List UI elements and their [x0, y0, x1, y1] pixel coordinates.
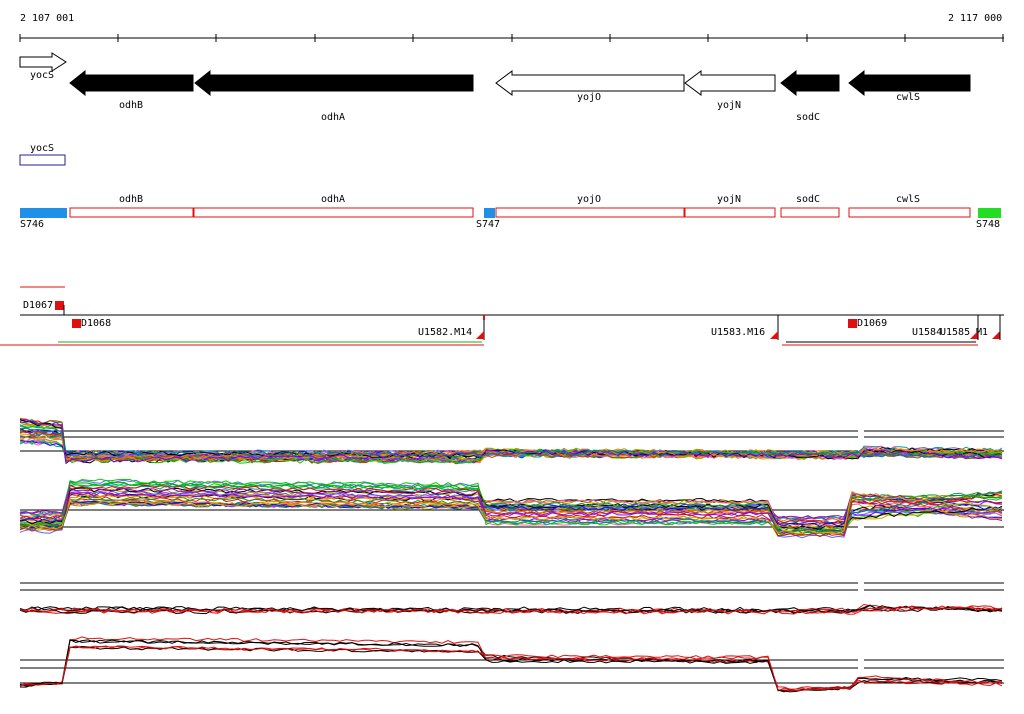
gene-arrow-odhB	[69, 69, 194, 97]
segment-label-sodC: sodC	[795, 194, 821, 205]
expression-profile-line	[19, 493, 1003, 527]
site-label-S746: S746	[20, 219, 45, 230]
expression-profile-line	[19, 420, 1003, 464]
gene-label-yojN: yojN	[716, 100, 742, 111]
gene-arrow-yocS	[19, 52, 67, 72]
transcript-label-D1068: D1068	[81, 318, 112, 329]
expression-profile-line	[19, 645, 1003, 692]
gene-arrow-yojO	[495, 70, 685, 96]
other-strand-label-yocS: yocS	[29, 143, 55, 154]
segment-box-odhA	[193, 207, 474, 218]
transcript-label-D1067: D1067	[23, 300, 54, 311]
transcript-label-U1584: U1584	[912, 327, 943, 338]
transcript-end-U1583M16	[770, 331, 778, 339]
expression-profile-line	[19, 491, 1003, 534]
segment-box-odhB	[69, 207, 194, 218]
gene-arrow-sodC	[780, 69, 840, 97]
segment-label-odhB: odhB	[118, 194, 144, 205]
other-strand-box-yocS	[19, 154, 66, 166]
expression-profile-line	[19, 427, 1003, 458]
transcripts-track	[0, 286, 1004, 346]
transcript-label-U1585: U1585	[940, 327, 971, 338]
gene-arrows	[19, 52, 971, 97]
segments-track	[20, 207, 1001, 218]
transcript-marker-D1067	[55, 301, 64, 310]
segment-label-cwlS: cwlS	[895, 194, 921, 205]
transcript-label-U1583M16: U1583.M16	[711, 327, 766, 338]
expression-profile-line	[19, 497, 1003, 527]
transcript-marker-D1069	[848, 319, 857, 328]
coordinate-ruler	[19, 34, 1004, 42]
transcript-end-U1582M14	[476, 331, 484, 339]
expression-profile-line	[20, 487, 1003, 530]
gene-arrow-odhA	[194, 69, 474, 97]
gene-arrow-cwlS	[848, 69, 971, 97]
gene-label-cwlS: cwlS	[895, 92, 921, 103]
gene-label-yocS: yocS	[29, 70, 55, 81]
site-label-S748: S748	[976, 219, 1001, 230]
transcript-label-M1: M1	[976, 327, 989, 338]
segment-box-sodC	[780, 207, 840, 218]
transcript-label-U1582M14: U1582.M14	[418, 327, 473, 338]
transcript-marker-D1068	[72, 319, 81, 328]
axis-start-label: 2 107 001	[20, 13, 75, 24]
expression-profile-line	[19, 478, 1003, 533]
axis-end-label: 2 117 000	[948, 13, 1003, 24]
expression-profile-line	[19, 604, 1003, 614]
segment-box-yojN	[684, 207, 776, 218]
segment-label-yojO: yojO	[576, 194, 602, 205]
transcript-end-M1	[992, 331, 1000, 339]
expression-panel-1	[19, 418, 1004, 539]
expression-profile-line	[19, 639, 1003, 693]
segment-box-cwlS	[848, 207, 971, 218]
expression-profile-line	[19, 605, 1003, 615]
segment-box-yojO	[495, 207, 685, 218]
gene-arrow-yojN	[684, 70, 776, 96]
expression-profile-line	[19, 487, 1003, 520]
segment-label-yojN: yojN	[716, 194, 742, 205]
site-block-S746	[20, 208, 67, 218]
expression-profile-line	[19, 490, 1003, 535]
site-block-S748	[978, 208, 1001, 218]
gene-label-yojO: yojO	[576, 92, 602, 103]
expression-panel-2	[19, 582, 1004, 693]
gene-label-sodC: sodC	[795, 112, 821, 123]
gene-label-odhA: odhA	[320, 112, 346, 123]
transcript-label-D1069: D1069	[857, 318, 888, 329]
site-label-S747: S747	[476, 219, 501, 230]
segment-label-odhA: odhA	[320, 194, 346, 205]
expression-profile-line	[19, 480, 1003, 534]
transcript-end-U1584	[970, 331, 978, 339]
gene-label-odhB: odhB	[118, 100, 144, 111]
site-block-S747	[484, 208, 495, 218]
